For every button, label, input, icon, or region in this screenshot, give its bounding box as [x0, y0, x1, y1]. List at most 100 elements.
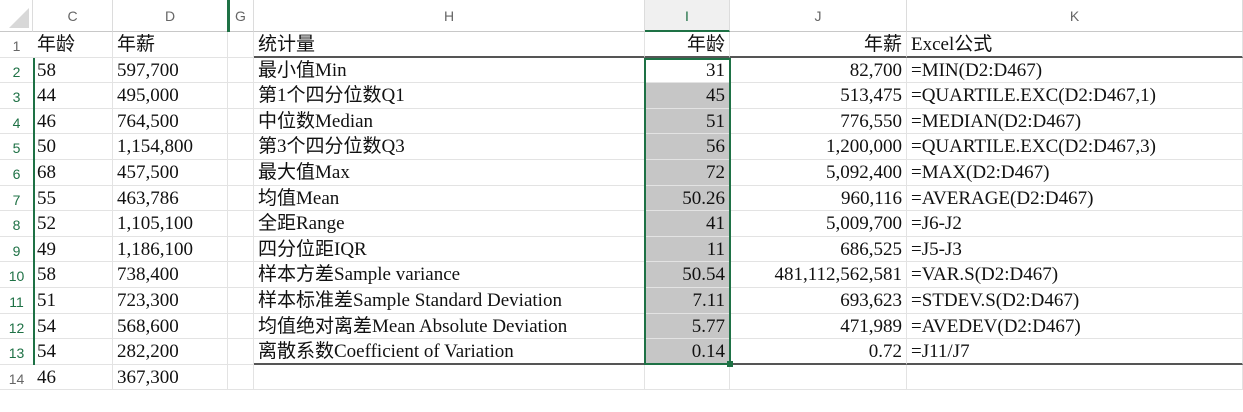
stat-age-cell[interactable]: 50.26	[645, 185, 730, 212]
stat-age-cell[interactable]: 45	[645, 83, 730, 109]
stat-salary-cell[interactable]: 5,092,400	[730, 160, 907, 186]
formula-cell[interactable]: =J5-J3	[907, 236, 1243, 263]
header-formula[interactable]: Excel公式	[907, 32, 1243, 58]
column-header-d[interactable]: D	[113, 0, 228, 32]
age-cell[interactable]: 58	[33, 57, 113, 84]
salary-cell[interactable]: 738,400	[113, 262, 228, 288]
cell[interactable]	[228, 185, 254, 212]
header-stat-salary[interactable]: 年薪	[730, 32, 907, 58]
stat-name-cell[interactable]: 均值Mean	[254, 185, 645, 212]
stat-age-cell[interactable]: 41	[645, 211, 730, 237]
row-header-10[interactable]: 10	[0, 262, 33, 288]
salary-cell[interactable]: 463,786	[113, 185, 228, 212]
formula-cell[interactable]	[907, 364, 1243, 391]
stat-age-cell[interactable]: 31	[645, 57, 730, 84]
formula-cell[interactable]: =MIN(D2:D467)	[907, 57, 1243, 84]
stat-name-cell[interactable]: 全距Range	[254, 211, 645, 237]
row-header-9[interactable]: 9	[0, 237, 33, 263]
formula-cell[interactable]: =MAX(D2:D467)	[907, 160, 1243, 186]
stat-salary-cell[interactable]: 82,700	[730, 57, 907, 84]
stat-salary-cell[interactable]: 471,989	[730, 313, 907, 340]
row-header-11[interactable]: 11	[0, 288, 33, 314]
header-stat-age[interactable]: 年龄	[645, 32, 730, 58]
salary-cell[interactable]: 457,500	[113, 160, 228, 186]
salary-cell[interactable]: 367,300	[113, 364, 228, 391]
stat-age-cell[interactable]: 7.11	[645, 288, 730, 314]
stat-age-cell[interactable]: 11	[645, 236, 730, 263]
select-all-corner[interactable]	[0, 0, 33, 32]
column-header-i[interactable]: I	[645, 0, 730, 32]
stat-salary-cell[interactable]: 960,116	[730, 185, 907, 212]
stat-name-cell[interactable]: 均值绝对离差Mean Absolute Deviation	[254, 313, 645, 340]
stat-name-cell[interactable]	[254, 364, 645, 391]
stat-name-cell[interactable]: 最大值Max	[254, 160, 645, 186]
row-header-13[interactable]: 13	[0, 339, 33, 365]
cell[interactable]	[228, 262, 254, 288]
age-cell[interactable]: 58	[33, 262, 113, 288]
stat-name-cell[interactable]: 样本标准差Sample Standard Deviation	[254, 288, 645, 314]
row-header-5[interactable]: 5	[0, 134, 33, 160]
age-cell[interactable]: 68	[33, 160, 113, 186]
stat-age-cell[interactable]	[645, 364, 730, 391]
formula-cell[interactable]: =QUARTILE.EXC(D2:D467,1)	[907, 83, 1243, 109]
cell[interactable]	[228, 236, 254, 263]
stat-name-cell[interactable]: 第3个四分位数Q3	[254, 134, 645, 160]
stat-salary-cell[interactable]	[730, 364, 907, 391]
cell[interactable]	[228, 32, 254, 58]
stat-name-cell[interactable]: 样本方差Sample variance	[254, 262, 645, 288]
stat-salary-cell[interactable]: 686,525	[730, 236, 907, 263]
formula-cell[interactable]: =MEDIAN(D2:D467)	[907, 108, 1243, 135]
salary-cell[interactable]: 568,600	[113, 313, 228, 340]
row-header-2[interactable]: 2	[0, 58, 33, 84]
cell[interactable]	[228, 57, 254, 84]
stat-salary-cell[interactable]: 1,200,000	[730, 134, 907, 160]
salary-cell[interactable]: 1,105,100	[113, 211, 228, 237]
age-cell[interactable]: 55	[33, 185, 113, 212]
age-cell[interactable]: 50	[33, 134, 113, 160]
salary-cell[interactable]: 597,700	[113, 57, 228, 84]
fill-handle[interactable]	[727, 360, 733, 367]
age-cell[interactable]: 51	[33, 288, 113, 314]
formula-cell[interactable]: =AVERAGE(D2:D467)	[907, 185, 1243, 212]
stat-salary-cell[interactable]: 481,112,562,581	[730, 262, 907, 288]
stat-name-cell[interactable]: 第1个四分位数Q1	[254, 83, 645, 109]
stat-salary-cell[interactable]: 5,009,700	[730, 211, 907, 237]
cell[interactable]	[228, 339, 254, 365]
salary-cell[interactable]: 764,500	[113, 108, 228, 135]
column-header-k[interactable]: K	[907, 0, 1243, 32]
cell[interactable]	[228, 288, 254, 314]
cell[interactable]	[228, 313, 254, 340]
cell[interactable]	[228, 364, 254, 391]
stat-salary-cell[interactable]: 0.72	[730, 339, 907, 365]
age-cell[interactable]: 54	[33, 313, 113, 340]
row-header-3[interactable]: 3	[0, 83, 33, 109]
row-header-7[interactable]: 7	[0, 186, 33, 212]
column-header-j[interactable]: J	[730, 0, 907, 32]
header-salary[interactable]: 年薪	[113, 32, 228, 58]
salary-cell[interactable]: 282,200	[113, 339, 228, 365]
formula-cell[interactable]: =J11/J7	[907, 339, 1243, 365]
stat-salary-cell[interactable]: 693,623	[730, 288, 907, 314]
formula-cell[interactable]: =STDEV.S(D2:D467)	[907, 288, 1243, 314]
cell[interactable]	[228, 211, 254, 237]
stat-salary-cell[interactable]: 513,475	[730, 83, 907, 109]
stat-name-cell[interactable]: 离散系数Coefficient of Variation	[254, 339, 645, 365]
row-header-14[interactable]: 14	[0, 365, 33, 391]
stat-age-cell[interactable]: 5.77	[645, 313, 730, 340]
age-cell[interactable]: 44	[33, 83, 113, 109]
age-cell[interactable]: 46	[33, 364, 113, 391]
stat-age-cell[interactable]: 56	[645, 134, 730, 160]
cell[interactable]	[228, 83, 254, 109]
row-header-1[interactable]: 1	[0, 32, 33, 58]
age-cell[interactable]: 46	[33, 108, 113, 135]
stat-salary-cell[interactable]: 776,550	[730, 108, 907, 135]
stat-age-cell[interactable]: 72	[645, 160, 730, 186]
stat-age-cell[interactable]: 0.14	[645, 339, 730, 365]
stat-name-cell[interactable]: 四分位距IQR	[254, 236, 645, 263]
header-age[interactable]: 年龄	[33, 32, 113, 58]
row-header-8[interactable]: 8	[0, 211, 33, 237]
column-header-h[interactable]: H	[254, 0, 645, 32]
stat-age-cell[interactable]: 50.54	[645, 262, 730, 288]
cell[interactable]	[228, 108, 254, 135]
